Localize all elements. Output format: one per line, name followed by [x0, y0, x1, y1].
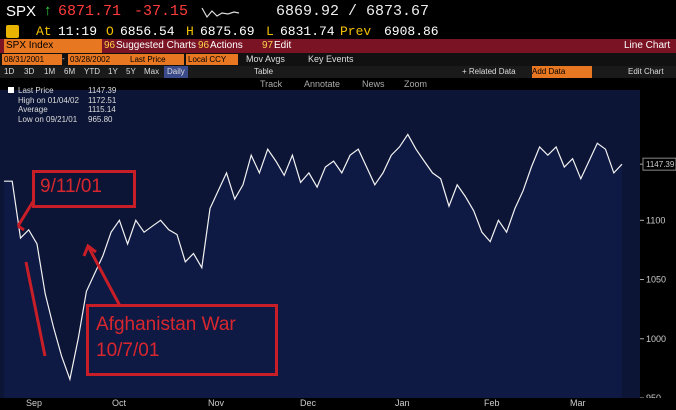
end-date-input[interactable]: 03/28/2002 — [68, 54, 128, 65]
annotation-box-911 — [32, 170, 136, 208]
quote-time: 11:19 — [58, 24, 98, 39]
legend-high-label: High on 01/04/02 — [18, 95, 79, 105]
field-select[interactable]: Last Price — [128, 54, 184, 65]
period-ytd[interactable]: YTD — [84, 67, 100, 76]
y-tick-label: 950 — [646, 393, 661, 398]
track-button[interactable]: Track — [260, 79, 283, 89]
suggested-charts-button[interactable]: Suggested Charts — [116, 40, 197, 51]
x-axis: Sep Oct Nov Dec Jan Feb Mar — [0, 398, 640, 410]
annotation-box-war — [86, 304, 278, 376]
legend-low-label: Low on 09/21/01 — [18, 114, 78, 124]
edit-num: 97 — [262, 40, 274, 51]
price-chart — [4, 133, 623, 398]
last-price-swatch — [8, 87, 14, 93]
x-tick-dec: Dec — [300, 398, 317, 408]
period-6m[interactable]: 6M — [64, 67, 76, 76]
market-status-icon — [6, 25, 19, 38]
low-label: L — [266, 24, 274, 39]
x-tick-mar: Mar — [570, 398, 586, 408]
x-tick-oct: Oct — [112, 398, 127, 408]
annotation-war-line2: 10/7/01 — [96, 340, 160, 361]
prev-label: Prev — [340, 24, 372, 39]
annotate-button[interactable]: Annotate — [304, 79, 341, 89]
open-price: 6856.54 — [120, 24, 175, 39]
last-price-tag — [642, 157, 676, 171]
legend-avg-label: Average — [18, 105, 48, 114]
settings-bar: 08/31/2001 - 03/28/2002 Last Price Local… — [0, 53, 676, 66]
legend-low-value: 965.80 — [88, 114, 113, 124]
last-price: 6871.71 — [58, 3, 122, 20]
x-tick-sep: Sep — [26, 398, 43, 408]
period-1d[interactable]: 1D — [4, 67, 15, 76]
high-label: H — [186, 24, 194, 39]
actions-num: 96 — [198, 40, 210, 51]
date-separator: - — [62, 54, 65, 63]
low-price: 6831.74 — [280, 24, 335, 39]
bid-ask: 6869.92 / 6873.67 — [276, 3, 430, 20]
high-price: 6875.69 — [200, 24, 255, 39]
legend-last-value: 1147.39 — [88, 86, 117, 95]
sparkline-icon — [201, 7, 240, 19]
function-bar: SPX Index 96 Suggested Charts 96 Actions… — [0, 39, 676, 53]
start-date-input[interactable]: 08/31/2001 — [2, 54, 62, 65]
security-field[interactable]: SPX Index — [4, 39, 102, 53]
chart-legend: Last Price 1147.39 High on 01/04/02 1172.5… — [8, 86, 116, 124]
quote-row: At 11:19 O 6856.54 H 6875.69 L 6831.74 P… — [0, 24, 676, 39]
price-line — [4, 133, 623, 382]
y-axis: 950 1000 1050 1100 1147.39 — [640, 90, 676, 398]
add-data-input[interactable]: Add Data — [532, 66, 592, 78]
at-label: At — [36, 24, 52, 39]
y-tick-label: 1050 — [646, 275, 666, 285]
key-events-toggle[interactable]: Key Events — [308, 54, 354, 64]
y-tick-label: 1147.39 — [646, 160, 675, 169]
related-data-button[interactable]: + Related Data — [462, 67, 516, 76]
y-tick-label: 1000 — [646, 334, 666, 344]
period-1m[interactable]: 1M — [44, 67, 56, 76]
ticker-symbol: SPX — [6, 3, 37, 20]
chart-plot-area[interactable] — [0, 90, 640, 398]
period-bar: 1D 3D 1M 6M YTD 1Y 5Y Max Daily Table + … — [0, 66, 676, 78]
y-tick-label: 1100 — [646, 215, 665, 225]
period-3d[interactable]: 3D — [24, 67, 35, 76]
annotation-war-line1: Afghanistan War — [96, 314, 236, 335]
x-tick-feb: Feb — [484, 398, 500, 408]
table-button[interactable]: Table — [254, 67, 274, 76]
x-tick-jan: Jan — [395, 398, 410, 408]
annotation-911: 9/11/01 — [40, 176, 102, 197]
edit-button[interactable]: Edit — [274, 40, 292, 51]
period-1y[interactable]: 1Y — [108, 67, 118, 76]
prev-price: 6908.86 — [384, 24, 439, 39]
edit-chart-button[interactable]: Edit Chart — [628, 67, 664, 76]
open-label: O — [106, 24, 114, 39]
actions-button[interactable]: Actions — [210, 40, 243, 51]
chart-type-label: Line Chart — [624, 40, 671, 51]
ticker-row: SPX ↑ 6871.71 -37.15 6869.92 / 6873.67 — [0, 0, 676, 24]
legend-high-value: 1172.51 — [88, 95, 117, 105]
mov-avgs-toggle[interactable]: Mov Avgs — [246, 54, 285, 64]
news-button[interactable]: News — [362, 79, 385, 89]
legend-last-label: Last Price — [18, 86, 54, 95]
price-change: -37.15 — [134, 3, 189, 20]
zoom-button[interactable]: Zoom — [404, 79, 428, 89]
suggested-num: 96 — [104, 40, 116, 51]
currency-select[interactable]: Local CCY — [186, 54, 238, 65]
y-axis-svg: 950 1000 1050 1100 1147.39 — [640, 157, 676, 398]
legend-avg-value: 1115.14 — [88, 105, 116, 114]
frequency-select[interactable]: Daily — [164, 66, 188, 78]
up-arrow-icon: ↑ — [44, 2, 52, 19]
period-5y[interactable]: 5Y — [126, 67, 136, 76]
x-tick-nov: Nov — [208, 398, 225, 408]
chart-toolbar: Track Annotate News Zoom — [0, 78, 676, 90]
period-max[interactable]: Max — [144, 67, 160, 76]
